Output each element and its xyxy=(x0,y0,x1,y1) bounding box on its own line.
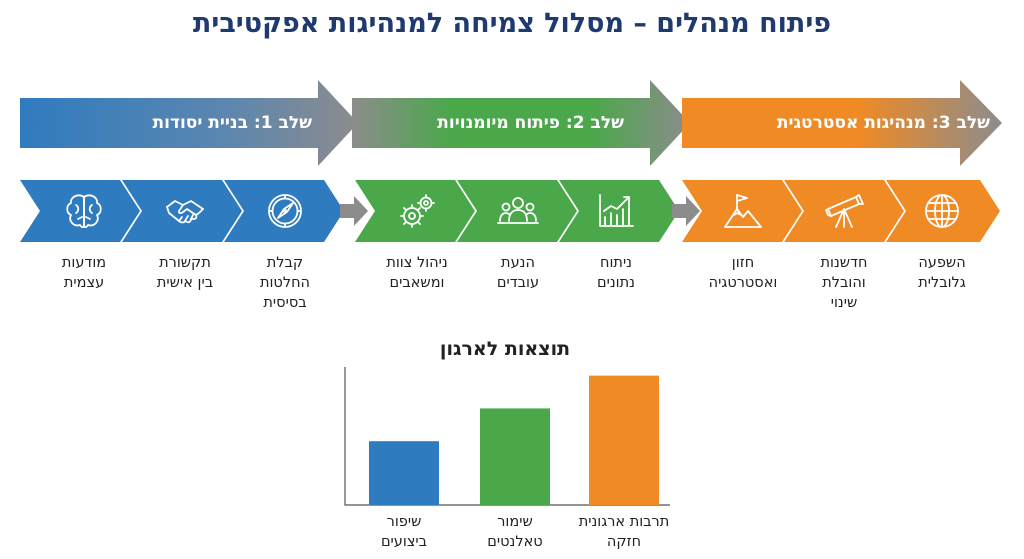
stage-1-label: שלב 1: בניית יסודות xyxy=(152,113,312,133)
step-caption-line: הנעת xyxy=(501,255,535,271)
step-caption-line: החלטות xyxy=(259,275,311,291)
stage-2-label: שלב 2: פיתוח מיומנויות xyxy=(437,113,624,133)
step-chevron-1-1 xyxy=(20,180,140,242)
step-chevron-3-1 xyxy=(682,180,802,242)
bar-2 xyxy=(480,408,550,505)
chart-title: תוצאות לארגון xyxy=(439,338,571,360)
step-caption-line: גלובלית xyxy=(918,275,966,291)
step-caption-line: ניתוח xyxy=(599,255,632,271)
telescope-icon xyxy=(825,194,864,228)
connector-arrow-2 xyxy=(672,196,700,226)
step-caption: הנעת עובדים xyxy=(463,253,573,293)
bar-label: שימור טאלנטים xyxy=(445,512,585,552)
step-caption-line: בסיסית xyxy=(263,295,307,311)
step-chevron-1-2 xyxy=(122,180,242,242)
bar-label-line: ביצועים xyxy=(380,534,428,550)
step-caption-line: קבלת xyxy=(266,255,304,271)
compass-icon xyxy=(268,194,302,228)
step-caption: חדשנות והובלת שינוי xyxy=(789,253,899,313)
connector-arrow-1 xyxy=(340,196,368,226)
bar-label: תרבות ארגונית חזקה xyxy=(554,512,694,552)
step-caption-line: ניהול צוות xyxy=(386,255,448,271)
step-caption: חזון ואסטרטגיה xyxy=(688,253,798,293)
step-caption-line: חדשנות xyxy=(820,255,868,271)
step-caption-line: חזון xyxy=(731,255,755,271)
bar-3 xyxy=(589,375,659,505)
step-caption: תקשורת בין אישית xyxy=(130,253,240,293)
chart-bars xyxy=(369,375,659,505)
stage-arrow-1 xyxy=(20,80,358,166)
step-caption-line: שינוי xyxy=(830,295,858,311)
page-title: פיתוח מנהלים – מסלול צמיחה למנהיגות אפקט… xyxy=(192,8,832,39)
step-caption-line: מודעות xyxy=(61,255,107,271)
gears-icon xyxy=(400,194,435,228)
step-chevron-2-1 xyxy=(355,180,475,242)
mountain-flag-icon xyxy=(724,194,762,228)
bar-label-line: חזקה xyxy=(606,534,642,550)
step-caption: ניהול צוות ומשאבים xyxy=(362,253,472,293)
bar-label: שיפור ביצועים xyxy=(334,512,474,552)
bar-1 xyxy=(369,441,439,505)
step-chevron-2-2 xyxy=(457,180,577,242)
step-caption: השפעה גלובלית xyxy=(887,253,997,293)
handshake-icon xyxy=(166,200,204,224)
brain-icon xyxy=(66,194,102,229)
bar-label-line: שיפור xyxy=(386,514,422,530)
bar-label-line: תרבות ארגונית xyxy=(578,514,670,530)
growth-chart-icon xyxy=(599,194,634,227)
step-caption-line: השפעה xyxy=(918,255,966,271)
stage-3-label: שלב 3: מנהיגות אסטרטגית xyxy=(776,113,990,133)
step-caption-line: והובלת xyxy=(822,275,866,291)
team-icon xyxy=(497,197,539,224)
stage-arrow-3 xyxy=(682,80,1002,166)
step-caption: מודעות עצמית xyxy=(29,253,139,293)
step-chevron-2-3 xyxy=(559,180,679,242)
step-caption-line: עצמית xyxy=(63,275,105,291)
step-caption-line: ומשאבים xyxy=(389,275,445,291)
stage-arrow-2 xyxy=(352,80,690,166)
step-caption-line: עובדים xyxy=(496,275,540,291)
step-caption: ניתוח נתונים xyxy=(561,253,671,293)
bar-label-line: טאלנטים xyxy=(487,534,543,550)
step-caption: קבלת החלטות בסיסית xyxy=(230,253,340,313)
step-caption-line: נתונים xyxy=(597,275,635,291)
step-caption-line: בין אישית xyxy=(156,275,214,291)
step-caption-line: ואסטרטגיה xyxy=(708,275,778,291)
step-caption-line: תקשורת xyxy=(159,255,211,271)
bar-label-line: שימור xyxy=(497,514,533,530)
globe-icon xyxy=(925,194,959,228)
chart-axes xyxy=(344,367,670,506)
